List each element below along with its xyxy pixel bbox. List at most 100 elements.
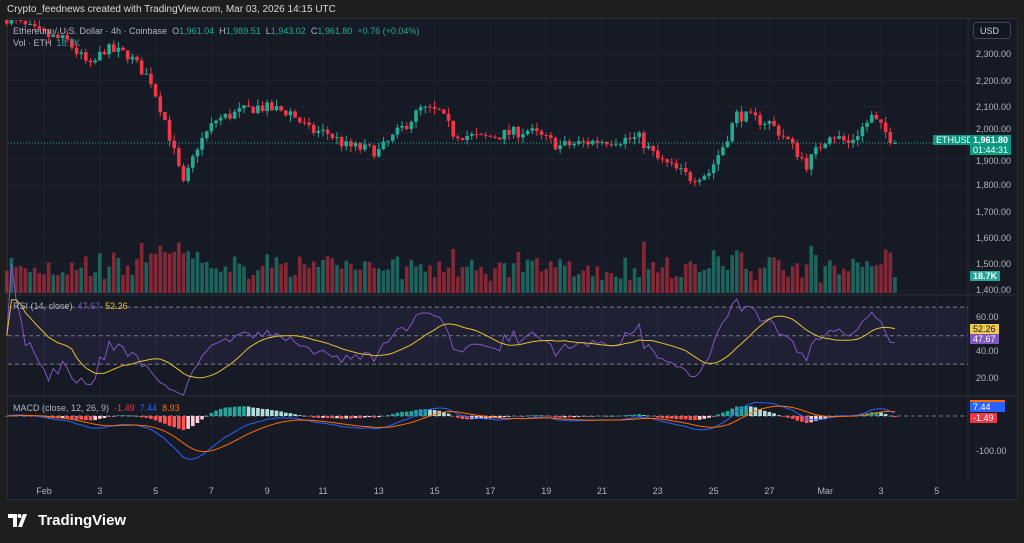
- volume-bar: [451, 248, 455, 293]
- macd-histogram-bar: [725, 410, 730, 416]
- volume-bar: [363, 261, 367, 293]
- volume-bar: [256, 270, 260, 293]
- candle: [837, 136, 841, 139]
- candle: [409, 121, 414, 129]
- volume-bar: [139, 243, 144, 293]
- macd-histogram-bar: [521, 416, 525, 417]
- macd-histogram-bar: [325, 416, 330, 418]
- macd-histogram-bar: [256, 407, 260, 416]
- volume-bar: [428, 265, 432, 293]
- macd-histogram-bar: [590, 416, 595, 417]
- macd-histogram-bar: [390, 413, 395, 416]
- volume-bar: [32, 267, 37, 293]
- candle: [488, 135, 493, 137]
- macd-histogram-bar: [502, 416, 507, 418]
- macd-histogram-bar: [116, 415, 121, 416]
- volume-bar: [237, 263, 242, 293]
- volume-bar: [344, 260, 349, 293]
- candle: [358, 143, 362, 150]
- candle: [656, 150, 660, 159]
- macd-histogram-bar: [772, 413, 776, 416]
- volume-bar: [442, 272, 446, 293]
- candle: [525, 130, 530, 135]
- macd-histogram-bar: [209, 412, 214, 416]
- macd-legend[interactable]: MACD (close, 12, 26, 9) -1.49 7.44 8.93: [13, 403, 180, 413]
- macd-histogram-bar: [409, 411, 414, 416]
- macd-histogram-bar: [377, 416, 381, 418]
- volume-bar: [642, 241, 646, 293]
- macd-histogram-bar: [284, 412, 288, 416]
- candle: [614, 144, 618, 146]
- candle: [818, 147, 823, 149]
- candle: [302, 122, 307, 124]
- candle: [344, 141, 349, 147]
- candle: [335, 137, 339, 139]
- volume-bar: [730, 255, 734, 293]
- candle: [381, 141, 386, 150]
- volume-bar: [893, 277, 897, 293]
- price-axis-label: 2,000.00: [976, 124, 1012, 134]
- candle: [260, 105, 265, 112]
- candle: [442, 109, 446, 114]
- volume-bar: [84, 256, 88, 293]
- macd-histogram-bar: [344, 416, 349, 419]
- candle: [842, 136, 846, 141]
- macd-histogram-bar: [893, 416, 897, 418]
- macd-histogram-bar: [60, 416, 65, 419]
- volume-bar: [386, 269, 390, 293]
- candle: [311, 124, 316, 133]
- macd-histogram-bar: [195, 416, 200, 424]
- volume-bar: [669, 278, 674, 293]
- volume-bar: [321, 259, 325, 293]
- volume-bar: [767, 257, 772, 293]
- volume-bar: [874, 265, 879, 293]
- volume-legend[interactable]: Vol · ETH 18.7K: [13, 38, 80, 48]
- macd-histogram-bar: [149, 416, 153, 419]
- currency-button[interactable]: USD: [973, 22, 1011, 39]
- volume-bar: [116, 257, 121, 293]
- symbol-legend[interactable]: Ethereum / U.S. Dollar · 4h · Coinbase O…: [13, 26, 419, 36]
- macd-histogram-bar: [553, 416, 558, 418]
- rsi-ma-line: [6, 299, 895, 379]
- volume-bar: [474, 270, 479, 293]
- macd-histogram-bar: [535, 415, 539, 416]
- volume-bar: [493, 268, 497, 293]
- volume-bar: [623, 257, 628, 293]
- candle: [511, 126, 516, 135]
- rsi-legend[interactable]: RSI (14, close) 47.67 52.26: [13, 301, 128, 311]
- candle: [688, 172, 693, 182]
- candle: [32, 23, 37, 27]
- volume-bar: [804, 264, 809, 293]
- macd-histogram-bar: [74, 416, 79, 420]
- tradingview-logo[interactable]: TradingView: [8, 512, 126, 529]
- volume-bar: [437, 261, 442, 293]
- candle: [865, 122, 869, 127]
- candle: [563, 141, 567, 146]
- candle: [88, 60, 93, 63]
- volume-bar: [195, 251, 200, 293]
- candle: [479, 134, 483, 136]
- candle: [823, 143, 827, 149]
- macd-histogram-bar: [753, 407, 758, 416]
- rsi-axis-label: 60.00: [976, 312, 999, 322]
- candle: [404, 125, 409, 129]
- candle: [470, 134, 474, 136]
- macd-histogram-bar: [335, 416, 339, 419]
- volume-bar: [325, 256, 330, 293]
- time-axis-label: Feb: [36, 486, 52, 496]
- macd-tag: 7.44: [970, 400, 1005, 412]
- rsi-pane: [6, 264, 968, 396]
- macd-histogram-bar: [451, 416, 455, 417]
- volume-bar: [228, 271, 232, 293]
- macd-histogram-bar: [237, 406, 242, 416]
- candle: [42, 28, 46, 31]
- candle: [191, 156, 195, 168]
- candle: [753, 112, 758, 116]
- macd-histogram-bar: [293, 414, 297, 416]
- volume-series: [5, 241, 897, 293]
- candle: [349, 141, 353, 147]
- candle: [642, 132, 646, 149]
- macd-histogram-bar: [163, 416, 167, 424]
- candle: [800, 157, 804, 159]
